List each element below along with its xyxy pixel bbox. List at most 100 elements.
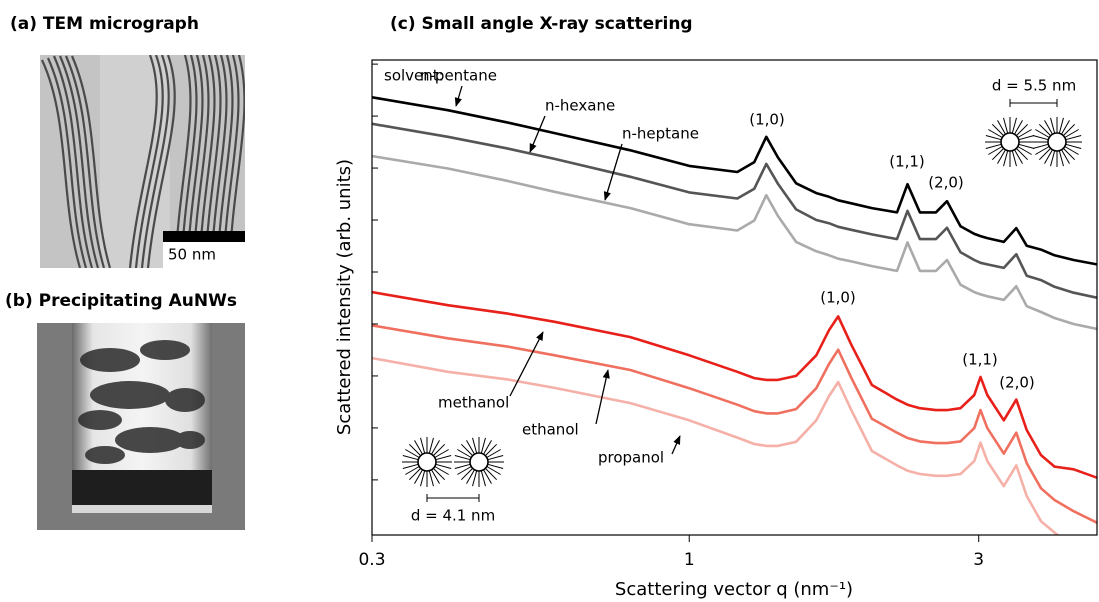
ligand — [485, 468, 498, 481]
series-line — [372, 154, 1097, 331]
peak-label: (2,0) — [999, 374, 1035, 392]
ligand — [480, 437, 486, 454]
ligand — [1050, 150, 1056, 167]
ligand — [414, 440, 423, 455]
jar-photo — [37, 323, 245, 530]
ligand — [428, 437, 434, 454]
ligand — [988, 146, 1003, 155]
ligand — [420, 470, 426, 487]
chart-title: (c) Small angle X-ray scattering — [390, 14, 693, 34]
ligand — [1050, 117, 1056, 134]
ligand — [1061, 120, 1070, 135]
ligand — [1063, 123, 1076, 136]
ligand — [1018, 143, 1035, 149]
ligand — [1032, 143, 1049, 149]
ligand — [434, 466, 449, 475]
ligand — [480, 470, 486, 487]
series-label: n-pentane — [420, 67, 497, 85]
annotation-arrow — [603, 143, 623, 201]
spacing-label: d = 5.5 nm — [992, 77, 1076, 95]
peak-label: (2,0) — [928, 174, 964, 192]
ligand — [487, 455, 504, 461]
ligand — [485, 443, 498, 456]
ligand — [402, 455, 419, 461]
ligand — [1011, 117, 1017, 134]
ligand — [487, 463, 504, 469]
ligand — [457, 449, 472, 458]
ligand — [454, 463, 471, 469]
ligand — [1016, 123, 1029, 136]
ligand — [472, 437, 478, 454]
ligand — [433, 443, 446, 456]
ligand — [991, 148, 1004, 161]
ligand — [435, 455, 452, 461]
ligand — [1016, 148, 1029, 161]
series-line — [372, 290, 1097, 479]
ligand — [1064, 129, 1079, 138]
annotation-arrow — [595, 369, 610, 425]
peak-label: (1,0) — [820, 289, 856, 307]
ligand — [1058, 150, 1064, 167]
ligand — [402, 463, 419, 469]
plot-frame — [371, 59, 1098, 536]
ligand — [1058, 117, 1064, 134]
series-label: n-heptane — [622, 125, 699, 143]
ligand — [435, 463, 452, 469]
ligand — [997, 120, 1006, 135]
peak-label: (1,1) — [889, 153, 925, 171]
ligand — [457, 466, 472, 475]
x-tick-label: 0.3 — [358, 550, 385, 570]
series-label: methanol — [438, 394, 509, 412]
ligand — [472, 470, 478, 487]
ligand — [1038, 148, 1051, 161]
ligand — [985, 143, 1002, 149]
ligand — [1065, 135, 1082, 141]
x-axis-label: Scattering vector q (nm⁻¹) — [615, 579, 853, 600]
ligand — [988, 129, 1003, 138]
ligand — [1018, 135, 1035, 141]
annotation-arrow — [454, 85, 463, 107]
ligand — [408, 443, 421, 456]
ligand — [1038, 123, 1051, 136]
series-line — [372, 324, 1097, 524]
ligand — [1044, 120, 1053, 135]
ligand — [1017, 129, 1032, 138]
ligand — [1035, 146, 1050, 155]
wire-core — [1000, 132, 1020, 152]
ligand — [1064, 146, 1079, 155]
ligand — [483, 440, 492, 455]
y-axis-label: Scattered intensity (arb. units) — [334, 159, 355, 435]
peak-label: (1,0) — [749, 111, 785, 129]
series-label: propanol — [598, 449, 664, 467]
ligand — [466, 440, 475, 455]
ligand — [1017, 146, 1032, 155]
annotation-arrow — [529, 115, 546, 153]
panel-b-title: (b) Precipitating AuNWs — [5, 291, 237, 311]
ligand — [1065, 143, 1082, 149]
ligand — [991, 123, 1004, 136]
x-tick-label: 1 — [684, 550, 695, 570]
ligand — [1011, 150, 1017, 167]
x-tick-label: 3 — [973, 550, 984, 570]
ligand — [431, 440, 440, 455]
series-label: ethanol — [522, 421, 579, 439]
solvent-label: solvent: — [384, 67, 444, 85]
ligand — [460, 468, 473, 481]
series-line — [372, 122, 1097, 299]
curves — [372, 96, 1097, 535]
ligand — [460, 443, 473, 456]
ligand — [414, 469, 423, 484]
ligand — [1003, 150, 1009, 167]
ligand — [431, 469, 440, 484]
peak-label: (1,1) — [962, 351, 998, 369]
ligand — [1063, 148, 1076, 161]
wire-core — [1047, 132, 1067, 152]
ligand — [1035, 129, 1050, 138]
spacing-label: d = 4.1 nm — [411, 507, 495, 525]
ligand — [1003, 117, 1009, 134]
ligand — [997, 149, 1006, 164]
ligand — [1032, 135, 1049, 141]
wire-core — [469, 452, 489, 472]
annotation-arrow — [671, 435, 681, 455]
